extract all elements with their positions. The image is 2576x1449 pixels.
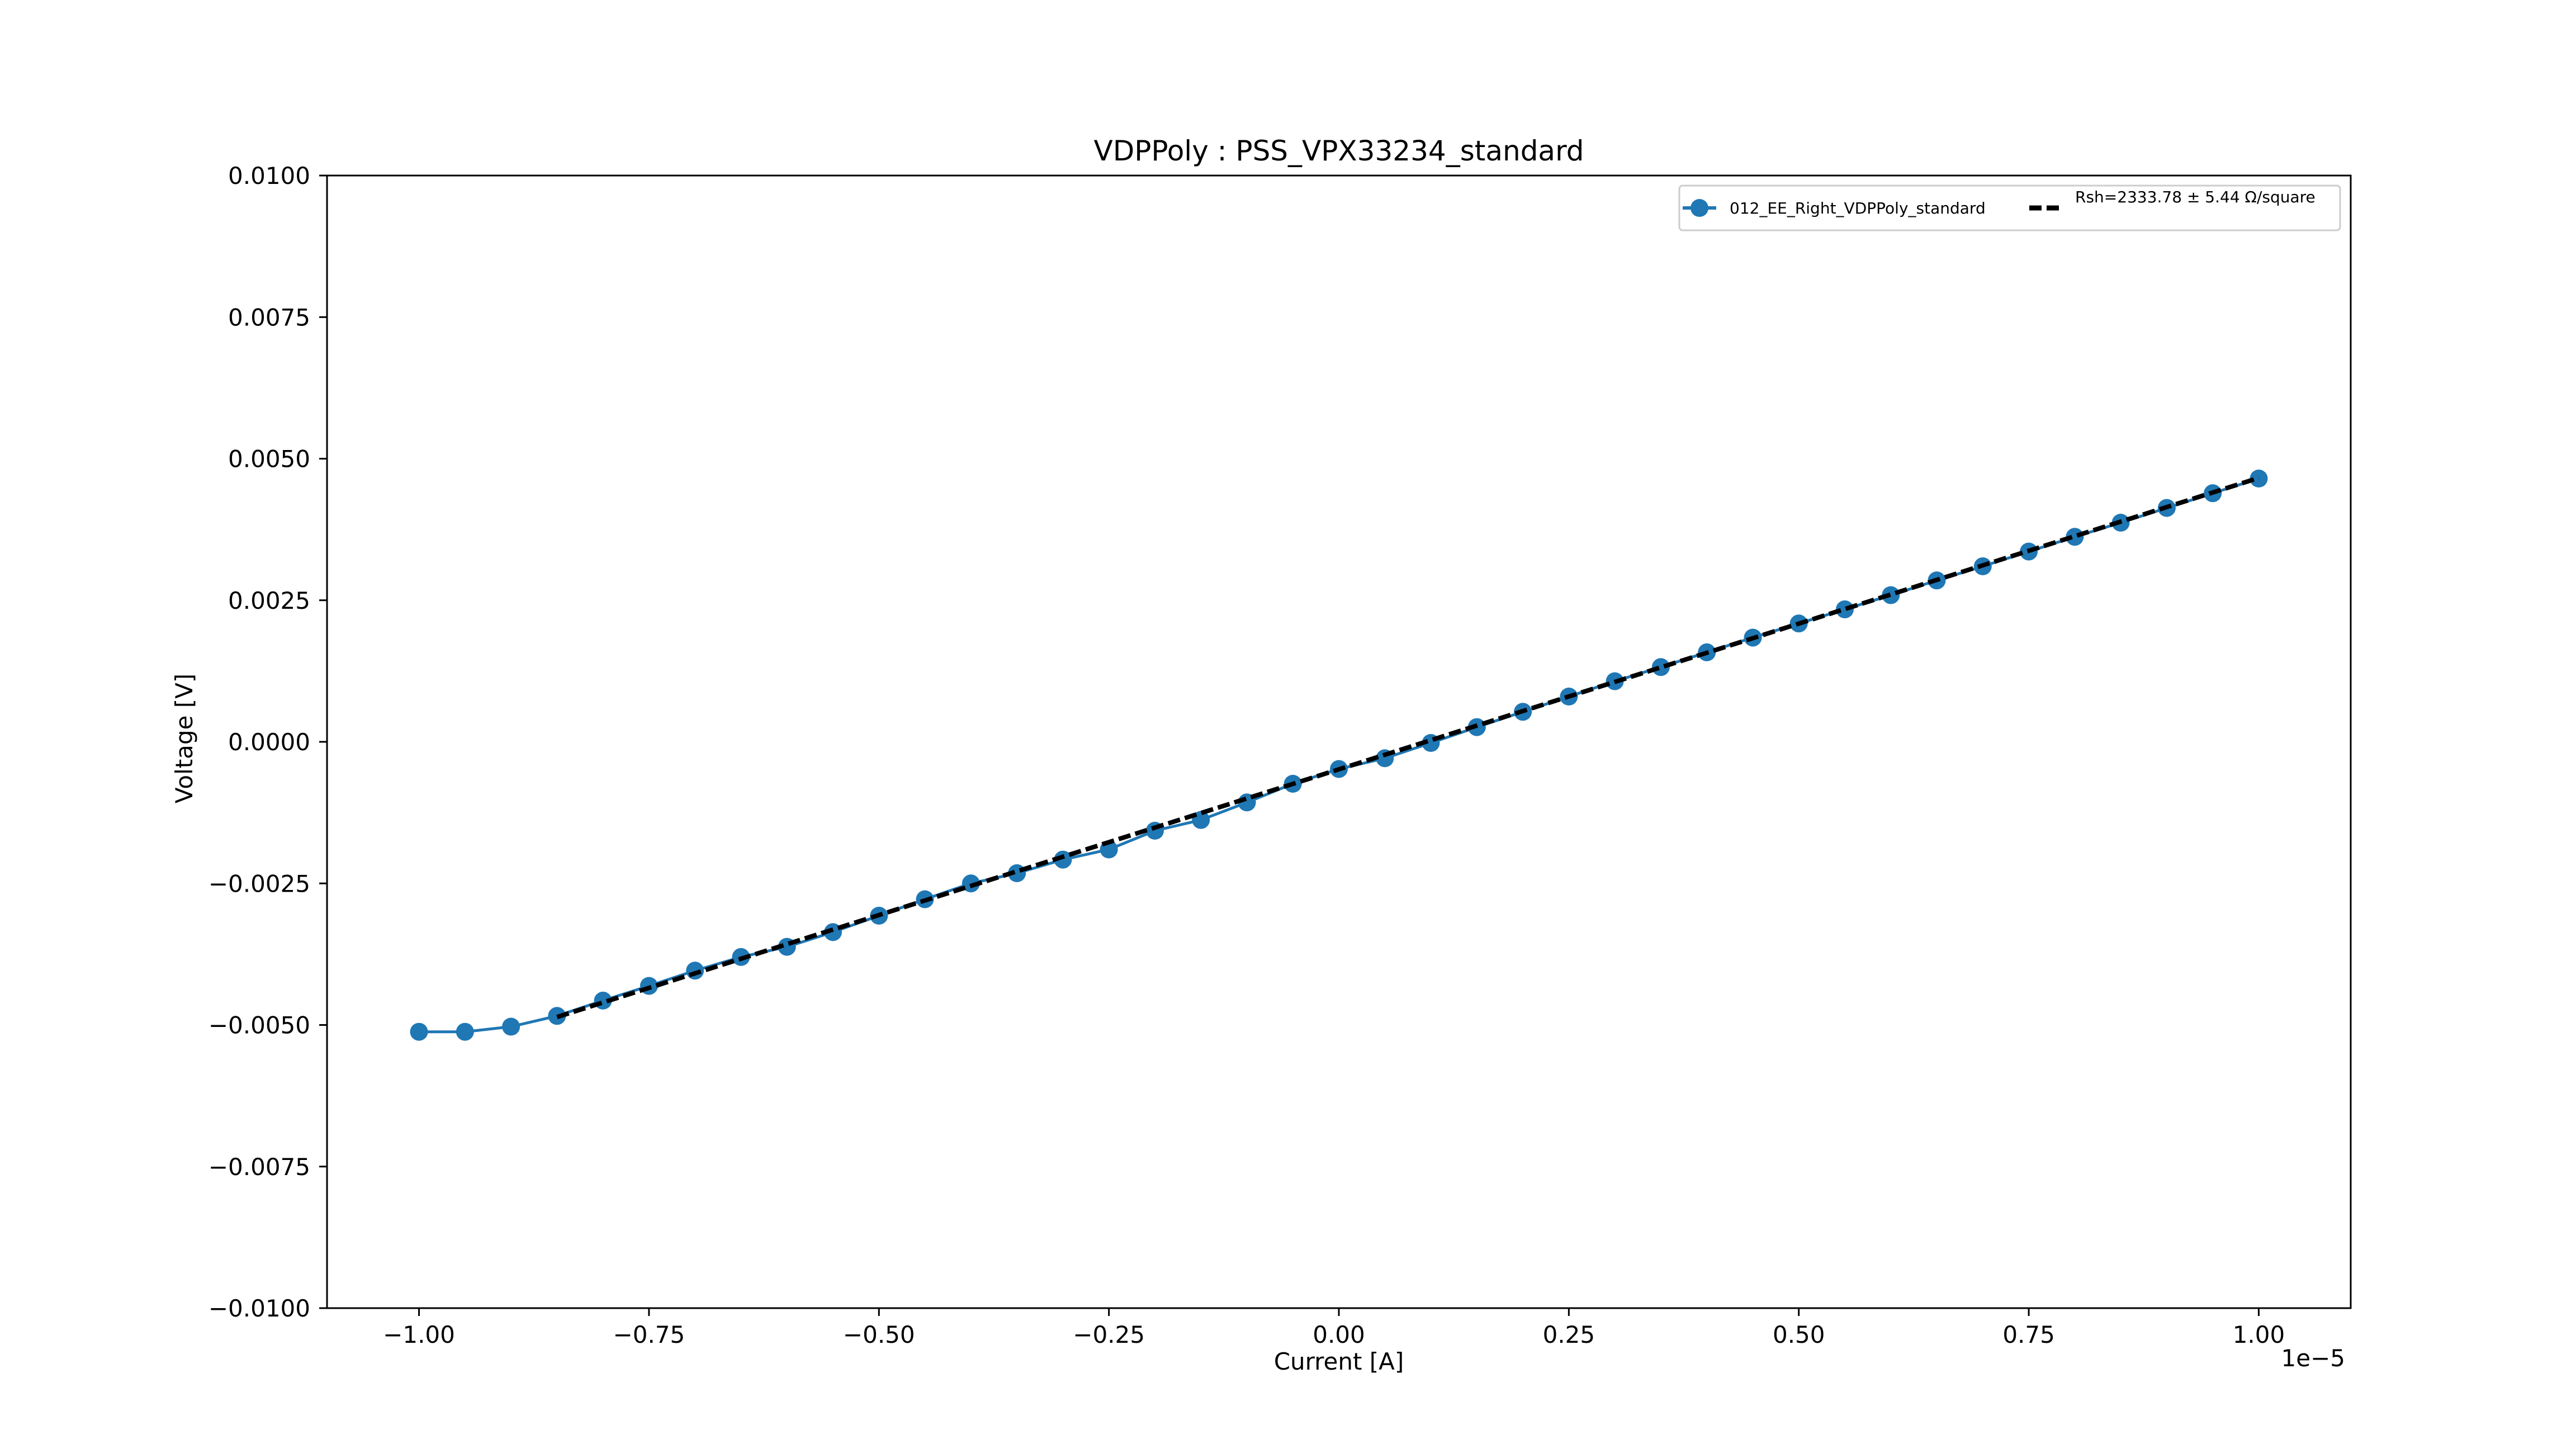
y-tick-label: 0.0025 <box>228 587 310 614</box>
y-tick-label: −0.0050 <box>209 1012 310 1039</box>
x-tick-label: 0.50 <box>1773 1321 1825 1348</box>
x-tick-label: 1.00 <box>2233 1321 2285 1348</box>
y-tick-label: −0.0100 <box>209 1295 310 1322</box>
data-point <box>456 1022 474 1041</box>
x-axis-label: Current [A] <box>1274 1348 1404 1375</box>
data-point <box>1651 658 1670 676</box>
data-point <box>1054 850 1072 869</box>
data-point <box>502 1017 520 1036</box>
x-tick-label: −1.00 <box>383 1321 455 1348</box>
legend: 012_EE_Right_VDPPoly_standard Rsh=2333.7… <box>1678 184 2341 231</box>
legend-box <box>1678 184 2341 231</box>
x-offset-label: 1e−5 <box>2281 1344 2345 1372</box>
data-point <box>410 1022 428 1041</box>
y-tick-label: 0.0075 <box>228 304 310 331</box>
data-point <box>686 962 704 980</box>
plot-area: −1.00 −0.75 −0.50 −0.25 0.00 0.25 0.50 0.75 1.00… <box>209 162 2352 1348</box>
y-tick-label: −0.0075 <box>209 1153 310 1181</box>
x-tick-label: 0.75 <box>2002 1321 2055 1348</box>
fit-line-overlay <box>556 476 2260 1020</box>
legend-label-fit: Rsh=2333.78 ± 5.44 Ω/square <box>2075 188 2315 206</box>
legend-marker-series <box>1690 199 1708 217</box>
x-tick-label: −0.75 <box>613 1321 685 1348</box>
data-point <box>962 874 980 893</box>
data-point <box>2066 528 2084 546</box>
x-tick-label: −0.25 <box>1073 1321 1145 1348</box>
y-tick-label: 0.0100 <box>228 162 310 190</box>
x-tick-label: 0.00 <box>1313 1321 1365 1348</box>
data-point <box>1882 586 1900 604</box>
data-point <box>2250 470 2268 487</box>
y-axis-label: Voltage [V] <box>171 674 198 803</box>
chart-title: VDPPoly : PSS_VPX33234_standard <box>1093 135 1584 167</box>
y-tick-label: 0.0000 <box>228 728 310 756</box>
y-tick-label: 0.0050 <box>228 446 310 473</box>
x-tick-label: −0.50 <box>843 1321 915 1348</box>
legend-label-series: 012_EE_Right_VDPPoly_standard <box>1730 199 1986 217</box>
x-tick-label: 0.25 <box>1543 1321 1595 1348</box>
data-point <box>824 923 842 941</box>
y-tick-label: −0.0025 <box>209 870 310 897</box>
data-point <box>1836 600 1854 618</box>
